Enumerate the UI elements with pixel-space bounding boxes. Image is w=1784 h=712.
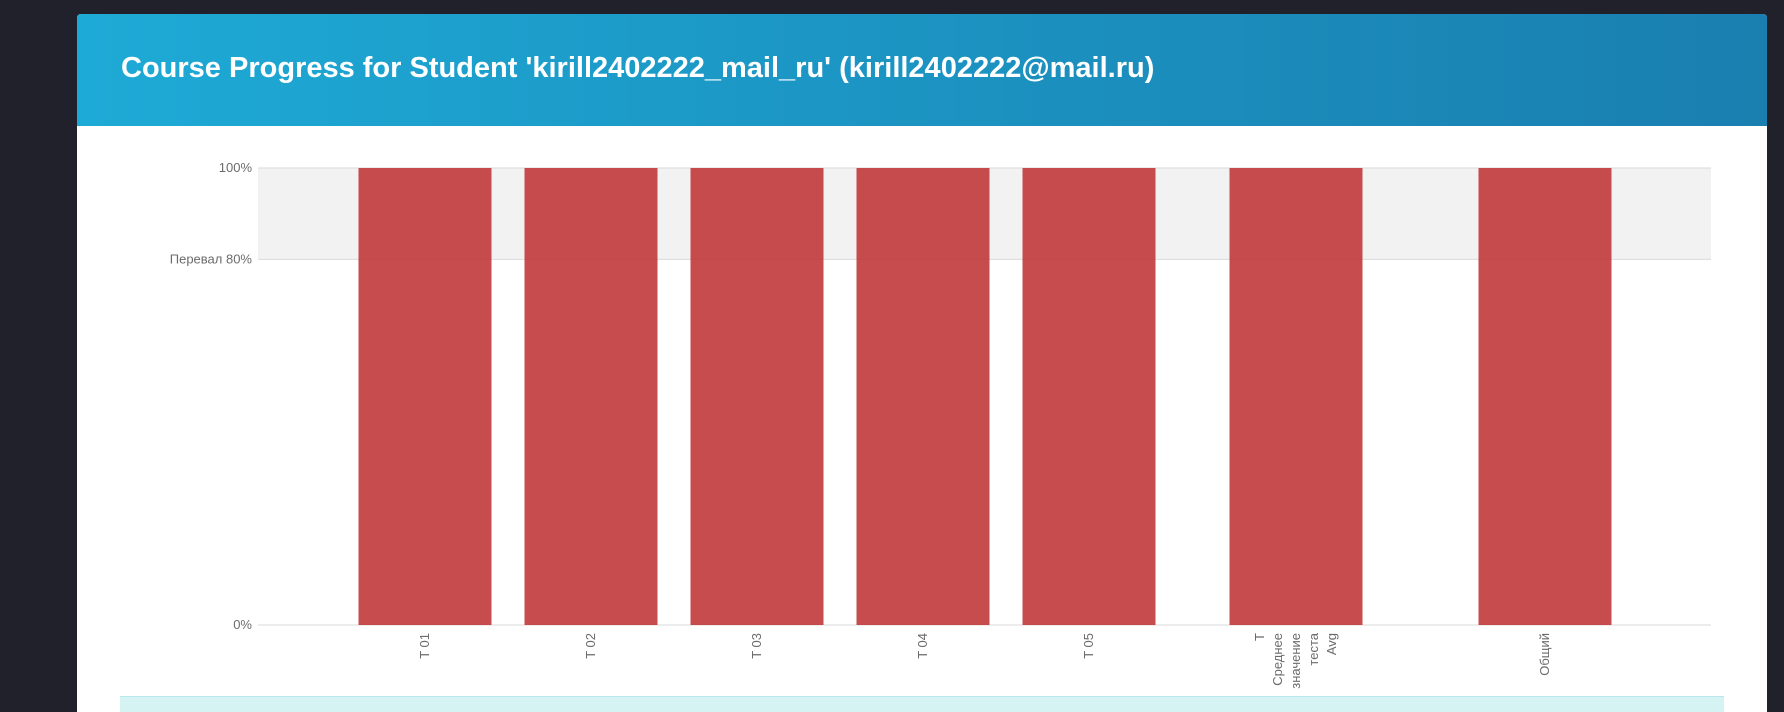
bar [358, 168, 492, 625]
x-tick-label: T 04 [915, 633, 930, 659]
y-tick-label: 100% [219, 160, 253, 175]
bar [690, 168, 824, 625]
y-tick-label: 0% [233, 617, 252, 632]
info-strip [120, 696, 1724, 712]
panel-header: Course Progress for Student 'kirill24022… [77, 14, 1767, 126]
x-tick-label: T 01 [417, 633, 432, 659]
x-tick-label: значение [1288, 633, 1303, 689]
x-tick-label: Общий [1537, 633, 1552, 676]
x-tick-label: Среднее [1270, 633, 1285, 686]
x-tick-label: T 02 [583, 633, 598, 659]
bar [1022, 168, 1156, 625]
x-tick-label: Avg [1324, 633, 1339, 655]
x-tick-label: теста [1306, 632, 1321, 665]
bar [1478, 168, 1612, 625]
bar [1229, 168, 1363, 625]
progress-chart-area: 100% Перевал 80% 0% T 01 T 02 T 03 T 04 T 05 T Ср… [77, 126, 1767, 712]
x-tick-label: T [1252, 633, 1267, 641]
bar [856, 168, 990, 625]
y-tick-label: Перевал 80% [170, 251, 253, 266]
page-title: Course Progress for Student 'kirill24022… [121, 52, 1155, 84]
progress-chart: 100% Перевал 80% 0% T 01 T 02 T 03 T 04 T 05 T Ср… [170, 160, 1711, 689]
x-tick-label: T 03 [749, 633, 764, 659]
x-tick-label: T 05 [1081, 633, 1096, 659]
course-progress-panel: Course Progress for Student 'kirill24022… [77, 14, 1767, 712]
bar [524, 168, 658, 625]
